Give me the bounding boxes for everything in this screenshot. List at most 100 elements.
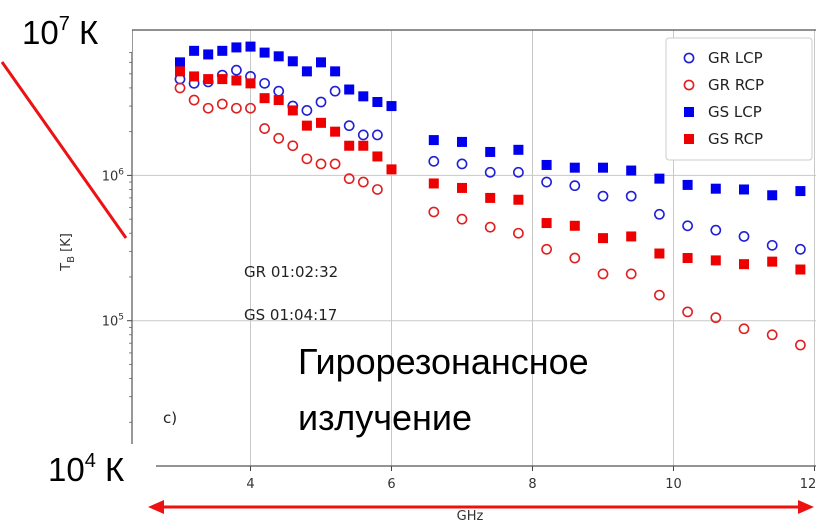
data-point	[203, 74, 214, 85]
data-point	[767, 190, 778, 201]
data-point	[344, 140, 355, 151]
data-point	[203, 49, 214, 60]
data-point	[357, 176, 369, 188]
top-label-bg	[20, 6, 132, 52]
data-point	[372, 97, 383, 108]
data-point	[626, 231, 637, 242]
data-point	[329, 158, 341, 170]
data-point	[386, 164, 397, 175]
x-tick-label-12: 12	[800, 477, 816, 492]
x-tick-label-6: 6	[387, 477, 395, 492]
y-axis-label-main: T	[59, 263, 74, 272]
x-tick-label-4: 4	[246, 477, 254, 492]
plot-series	[174, 41, 806, 351]
overlay-slanted-red-line	[0, 61, 128, 239]
data-point	[372, 151, 383, 162]
data-point	[175, 66, 185, 77]
legend-item-gr-lcp: GR LCP	[683, 49, 763, 67]
data-point	[795, 243, 806, 255]
data-point	[343, 120, 355, 132]
bottom-label-exponent: 4	[85, 450, 96, 472]
data-point	[569, 162, 580, 173]
data-point	[738, 323, 750, 335]
y-axis-label-subscript: B	[66, 256, 77, 263]
overlay-double-arrow	[148, 500, 814, 514]
data-point	[766, 329, 778, 341]
data-point	[654, 208, 665, 220]
y-axis-label-unit: [K]	[59, 233, 74, 256]
legend-marker	[683, 79, 695, 91]
data-point	[428, 178, 439, 189]
data-point	[654, 173, 665, 184]
data-point	[456, 213, 468, 225]
bottom-label-base: 10	[48, 451, 85, 488]
data-point	[259, 93, 270, 104]
data-point	[371, 184, 383, 195]
legend-label: GR LCP	[708, 49, 763, 67]
data-point	[216, 98, 228, 110]
annotation-gs-time: GS 01:04:17	[244, 306, 337, 324]
data-point	[625, 190, 637, 202]
data-point	[175, 57, 185, 68]
data-point	[330, 126, 341, 137]
data-point	[301, 120, 312, 131]
legend-label: GS RCP	[708, 130, 763, 148]
data-point	[189, 71, 200, 82]
data-point	[202, 102, 214, 114]
legend-item-gr-rcp: GR RCP	[683, 76, 764, 94]
x-tick-label-10: 10	[665, 477, 682, 492]
x-axis-label: GHz	[457, 509, 484, 524]
overlay-bottom-label: 104 К	[48, 450, 125, 488]
legend-label: GR RCP	[708, 76, 764, 94]
overlay-top-label: 107 К	[22, 13, 99, 51]
data-point	[484, 221, 496, 233]
data-point	[795, 186, 806, 197]
data-point	[273, 51, 284, 62]
panel-label: c)	[163, 409, 177, 427]
data-point	[428, 206, 440, 218]
data-point	[259, 47, 270, 58]
bottom-label-unit: К	[96, 451, 125, 488]
legend-items: GR LCP GR RCP GS LCP GS RCP	[683, 49, 764, 148]
data-point	[371, 129, 383, 141]
double-arrow-right-head	[798, 500, 814, 514]
data-point	[217, 45, 228, 56]
data-point	[597, 268, 609, 280]
series-gs-rcp	[175, 66, 806, 275]
data-point	[245, 41, 256, 52]
data-point	[541, 159, 552, 170]
data-point	[457, 136, 467, 147]
data-point	[710, 183, 721, 194]
data-point	[358, 91, 369, 102]
legend-item-gs-rcp: GS RCP	[684, 130, 763, 148]
data-point	[259, 77, 270, 89]
data-point	[301, 153, 313, 165]
data-point	[597, 190, 609, 202]
data-point	[598, 233, 608, 244]
data-point	[739, 184, 749, 195]
legend-label: GS LCP	[708, 103, 762, 121]
y-tick-label-1e5: 105	[102, 313, 124, 330]
legend-marker	[684, 134, 694, 144]
top-label-unit: К	[70, 14, 99, 51]
annotation-gr-time: GR 01:02:32	[244, 263, 338, 281]
data-point	[654, 248, 665, 259]
data-point	[301, 66, 312, 77]
top-label-exponent: 7	[59, 13, 70, 35]
y-axis: 105 106	[102, 36, 132, 423]
data-point	[513, 227, 524, 239]
data-point	[217, 74, 228, 85]
data-point	[457, 182, 467, 193]
data-point	[386, 101, 397, 112]
data-point	[329, 85, 341, 97]
data-point	[710, 255, 721, 266]
legend-marker	[684, 107, 694, 117]
data-point	[273, 132, 285, 144]
data-point	[428, 155, 440, 167]
data-point	[598, 162, 608, 173]
data-point	[682, 179, 693, 190]
data-point	[344, 84, 355, 95]
data-point	[484, 166, 496, 178]
data-point	[625, 268, 637, 280]
